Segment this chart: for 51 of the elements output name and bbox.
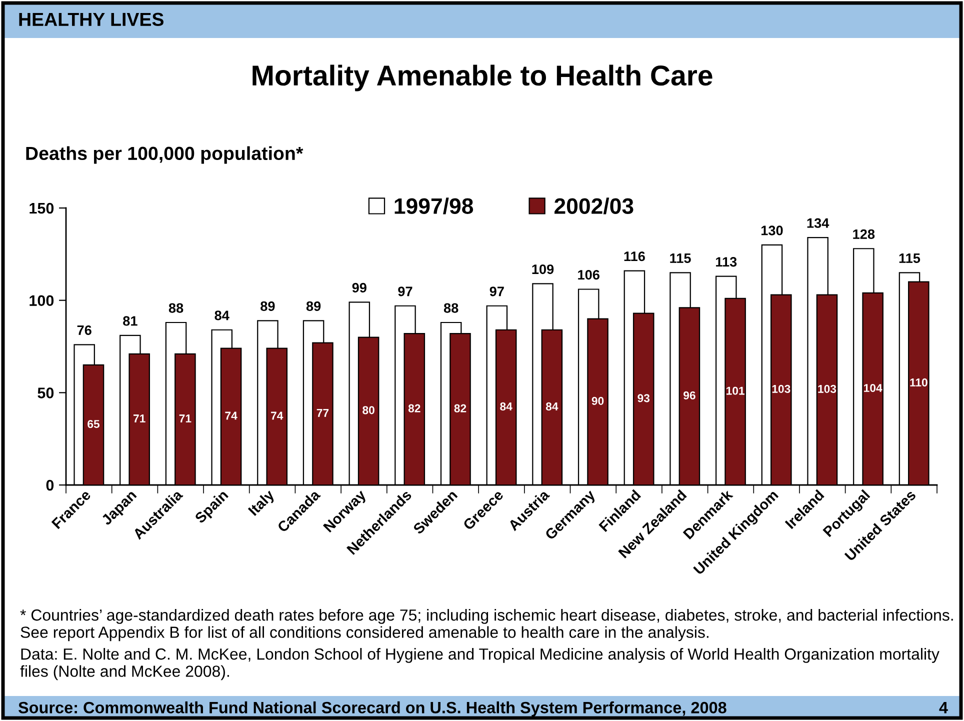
- data-label: 99: [352, 282, 366, 293]
- data-label: 106: [578, 270, 600, 280]
- y-tick-label: 150: [30, 202, 54, 214]
- data-label: 116: [624, 252, 645, 262]
- data-label: 115: [899, 254, 920, 263]
- chart-title: Mortality Amenable to Health Care: [252, 64, 712, 92]
- data-label: 74: [271, 412, 284, 420]
- data-label: 97: [490, 286, 504, 296]
- y-tick-label: 50: [38, 388, 54, 398]
- data-label: 134: [807, 218, 830, 228]
- source-note: Source: Commonwealth Fund National Scorecard on U.S. Health System Performance, 2008: [18, 701, 726, 717]
- y-tick-label: 100: [30, 295, 54, 306]
- data-label: 88: [168, 303, 184, 313]
- data-label: 89: [306, 301, 321, 312]
- data-label: 93: [638, 394, 650, 402]
- data-label: 80: [362, 406, 374, 414]
- data-label: 113: [716, 257, 737, 267]
- data-label: 115: [670, 254, 691, 263]
- legend-label: 2002/03: [554, 198, 634, 214]
- data-label: 84: [546, 402, 558, 410]
- data-label: 84: [214, 310, 230, 320]
- data-label: 82: [454, 404, 466, 412]
- data-label: 103: [818, 384, 836, 393]
- text: * Countries’ age-standardized death rates before age 75; including ischemic heart disease, diabetes, stroke, and bacterial infections. See report Appendix B for list of all conditions considered amenable to health care in the analysis.: [20, 609, 953, 642]
- data-label: 128: [853, 229, 875, 239]
- data-label: 96: [684, 391, 696, 400]
- data-label: 74: [225, 412, 238, 420]
- data-label: 130: [761, 226, 783, 236]
- text: HEALTHY LIVES: [19, 12, 164, 26]
- data-label: 82: [408, 404, 420, 412]
- text: 4: [939, 702, 948, 714]
- data-label: 103: [772, 384, 790, 393]
- data-label: 101: [726, 386, 744, 395]
- data-label: 71: [134, 414, 146, 422]
- data-label: 77: [316, 409, 329, 417]
- data-label: 84: [500, 402, 512, 410]
- data-label: 88: [444, 303, 458, 313]
- y-axis-title: Deaths per 100,000 population*: [26, 146, 304, 164]
- data-label: 76: [77, 325, 92, 336]
- data-label: 65: [88, 420, 100, 428]
- data-label: 109: [532, 264, 554, 274]
- text: Data: E. Nolte and C. M. McKee, London School of Hygiene and Tropical Medicine analysis of World Health Organization mortality files (Nolte and McKee 2008).: [20, 648, 940, 680]
- data-label: 110: [910, 378, 928, 386]
- data-label: 97: [398, 286, 412, 296]
- data-label: 81: [123, 316, 138, 326]
- data-label: 104: [864, 384, 882, 392]
- data-label: 89: [260, 301, 275, 312]
- y-tick-label: 0: [46, 480, 54, 491]
- data-label: 71: [179, 414, 192, 422]
- legend-label: 1997/98: [394, 198, 474, 214]
- data-label: 90: [592, 396, 604, 405]
